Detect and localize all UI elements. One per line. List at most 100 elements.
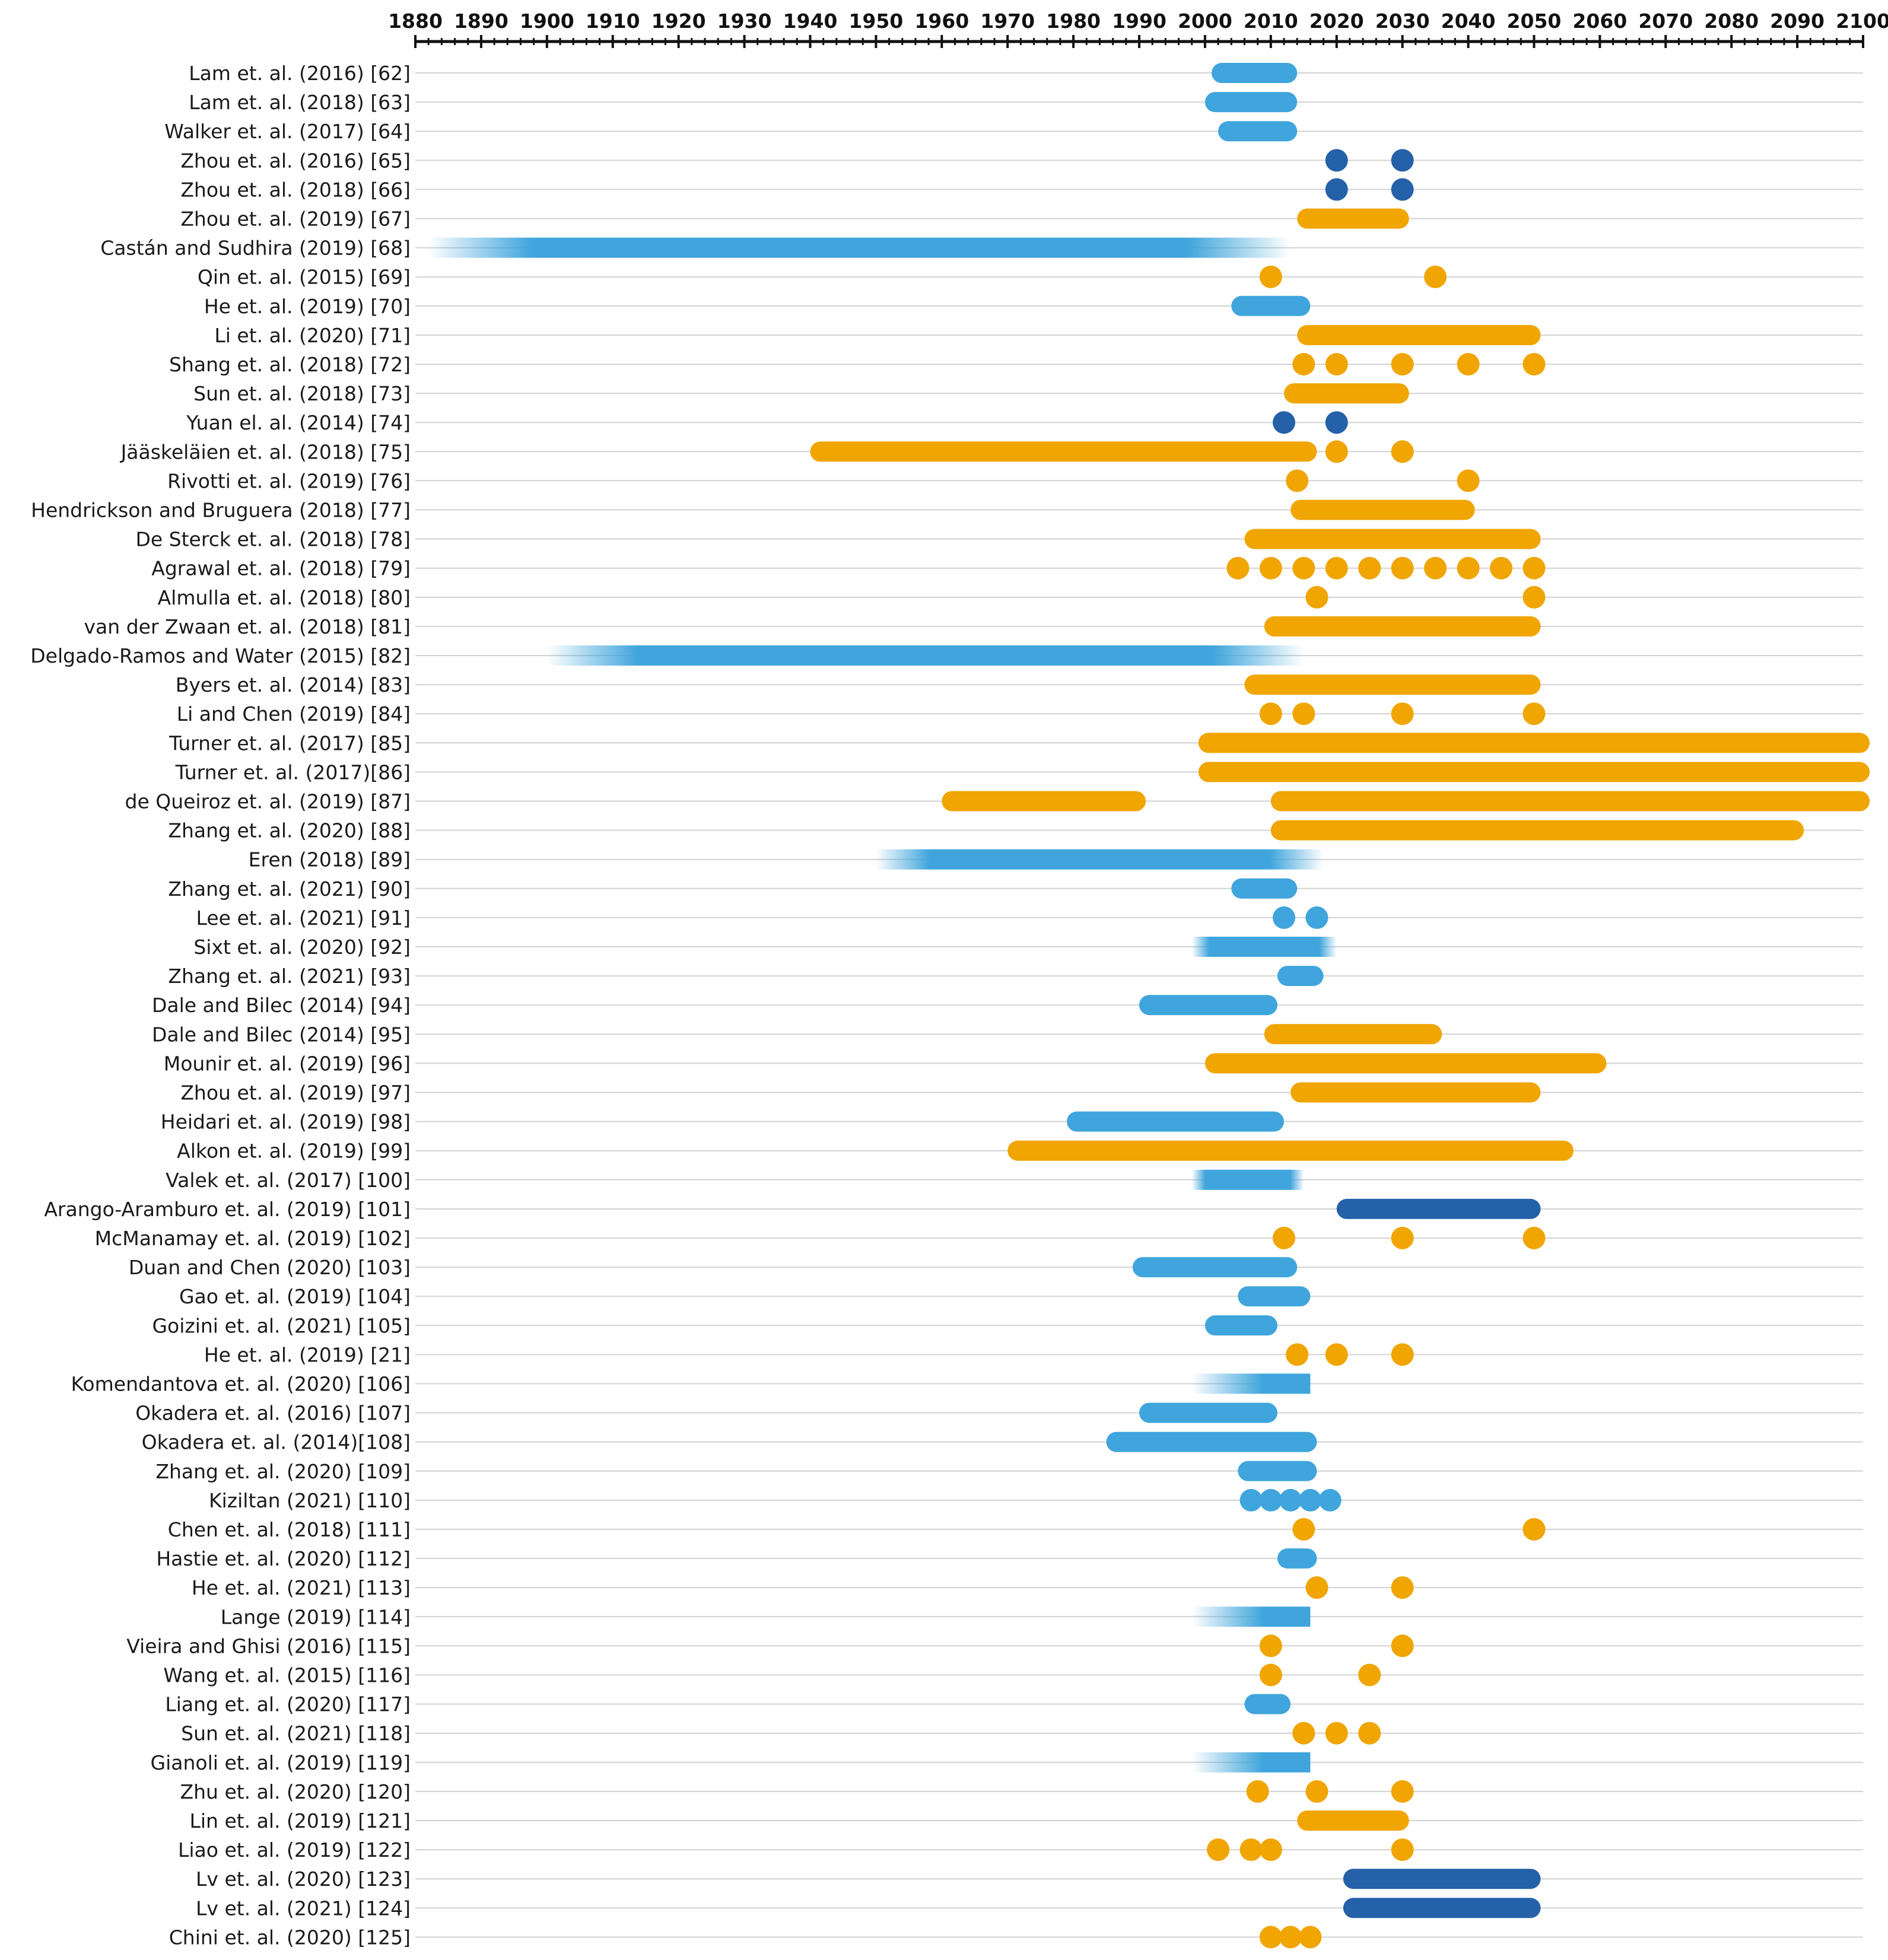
timeline-bar bbox=[1284, 383, 1409, 404]
timeline-dot bbox=[1523, 1518, 1546, 1541]
row-label: Lee et. al. (2021) [91] bbox=[196, 906, 411, 930]
row-label: Duan and Chen (2020) [103] bbox=[129, 1256, 411, 1279]
timeline-dot bbox=[1391, 1838, 1414, 1862]
row-label: Alkon et. al. (2019) [99] bbox=[177, 1140, 411, 1163]
timeline-dot bbox=[1325, 178, 1348, 201]
timeline-dot bbox=[1325, 353, 1348, 376]
timeline-dot bbox=[1391, 1576, 1414, 1599]
x-tick-label: 1890 bbox=[454, 9, 508, 33]
row-label: Shang et. al. (2018) [72] bbox=[169, 353, 411, 376]
timeline-bar bbox=[1191, 1606, 1311, 1627]
timeline-dot bbox=[1391, 1634, 1414, 1657]
row-label: Wang et. al. (2015) [116] bbox=[163, 1664, 411, 1687]
timeline-dot bbox=[1305, 1576, 1328, 1599]
x-tick-label: 1880 bbox=[388, 9, 443, 33]
timeline-bar bbox=[1343, 1898, 1541, 1918]
row-label: Delgado-Ramos and Water (2015) [82] bbox=[30, 644, 411, 667]
timeline-bar bbox=[1336, 1198, 1541, 1219]
timeline-dot bbox=[1299, 1926, 1322, 1949]
x-tick-label: 1980 bbox=[1046, 9, 1101, 33]
timeline-dot bbox=[1391, 1343, 1414, 1366]
timeline-bar bbox=[1191, 1752, 1311, 1773]
timeline-bar bbox=[428, 237, 1291, 258]
row-label: Almulla et. al. (2018) [80] bbox=[158, 586, 411, 609]
row-label: Liang et. al. (2020) [117] bbox=[165, 1693, 411, 1716]
row-label: Valek et. al. (2017) [100] bbox=[166, 1169, 411, 1192]
timeline-dot bbox=[1239, 1488, 1263, 1512]
row-label: Turner et. al. (2017) [85] bbox=[169, 731, 411, 755]
row-label: He et. al. (2021) [113] bbox=[192, 1576, 411, 1599]
timeline-dot bbox=[1299, 1488, 1322, 1512]
timeline-dot bbox=[1273, 1227, 1295, 1249]
row-label: Sun et. al. (2018) [73] bbox=[193, 382, 411, 405]
timeline-dot bbox=[1391, 178, 1414, 201]
x-tick-label: 1930 bbox=[717, 9, 772, 33]
row-label: Zhou et. al. (2018) [66] bbox=[180, 178, 411, 201]
timeline-bar bbox=[1264, 616, 1541, 637]
timeline-bar bbox=[1198, 733, 1870, 753]
timeline-dot bbox=[1490, 556, 1512, 580]
x-tick-label: 1960 bbox=[914, 9, 969, 33]
row-label: Chini et. al. (2020) [125] bbox=[169, 1926, 411, 1949]
x-tick-label: 2030 bbox=[1375, 9, 1430, 33]
timeline-bar bbox=[1297, 324, 1541, 345]
timeline-bar bbox=[1132, 1257, 1298, 1278]
row-label: Zhang et. al. (2021) [90] bbox=[168, 877, 411, 901]
timeline-dot bbox=[1292, 702, 1315, 726]
timeline-dot bbox=[1226, 556, 1250, 580]
timeline-bar bbox=[1244, 1694, 1291, 1714]
row-label: Zhou et. al. (2019) [67] bbox=[180, 208, 411, 231]
timeline-dot bbox=[1259, 1634, 1282, 1657]
timeline-bar bbox=[1139, 995, 1277, 1016]
row-label: Vieira and Ghisi (2016) [115] bbox=[126, 1634, 411, 1657]
timeline-bar bbox=[1191, 937, 1337, 957]
timeline-dot bbox=[1273, 906, 1295, 929]
row-label: Sun et. al. (2021) [118] bbox=[181, 1722, 411, 1745]
row-label: Zhang et. al. (2021) [93] bbox=[168, 965, 411, 988]
x-tick-label: 1900 bbox=[520, 9, 574, 33]
row-label: Lin et. al. (2019) [121] bbox=[189, 1809, 411, 1832]
timeline-dot bbox=[1259, 1838, 1282, 1862]
timeline-dot bbox=[1292, 556, 1315, 580]
timeline-bar bbox=[1106, 1431, 1317, 1452]
timeline-dot bbox=[1259, 556, 1282, 580]
row-label: McManamay et. al. (2019) [102] bbox=[95, 1227, 411, 1250]
timeline-bar bbox=[1277, 966, 1324, 987]
timeline-dot bbox=[1292, 1518, 1315, 1541]
x-tick-label: 2070 bbox=[1638, 9, 1693, 33]
row-label: Hendrickson and Bruguera (2018) [77] bbox=[31, 499, 411, 522]
timeline-dot bbox=[1305, 906, 1328, 929]
row-label: Qin et. al. (2015) [69] bbox=[198, 266, 411, 289]
row-label: Hastie et. al. (2020) [112] bbox=[156, 1547, 411, 1570]
row-label: de Queiroz et. al. (2019) [87] bbox=[125, 790, 411, 813]
timeline-bar bbox=[1238, 1286, 1311, 1307]
row-label: Walker et. al. (2017) [64] bbox=[164, 120, 411, 143]
timeline-bar bbox=[1244, 674, 1541, 695]
timeline-dot bbox=[1292, 1722, 1315, 1745]
row-label: Li and Chen (2019) [84] bbox=[177, 702, 411, 726]
row-label: Turner et. al. (2017)[86] bbox=[175, 761, 411, 784]
timeline-bar bbox=[1291, 499, 1475, 520]
timeline-bar bbox=[1139, 1402, 1277, 1423]
timeline-bar bbox=[1204, 1315, 1277, 1336]
timeline-bar bbox=[1191, 1373, 1311, 1394]
x-tick-label: 2100 bbox=[1836, 9, 1888, 33]
row-label: Zhu et. al. (2020) [120] bbox=[180, 1780, 411, 1803]
timeline-dot bbox=[1305, 586, 1328, 609]
timeline-dot bbox=[1424, 265, 1447, 288]
x-tick-label: 1910 bbox=[586, 9, 640, 33]
x-tick-label: 1990 bbox=[1112, 9, 1167, 33]
timeline-dot bbox=[1207, 1838, 1230, 1862]
row-label: Lange (2019) [114] bbox=[221, 1605, 411, 1628]
row-label: Gao et. al. (2019) [104] bbox=[179, 1285, 411, 1308]
timeline-dot bbox=[1391, 353, 1414, 376]
row-label: He et. al. (2019) [21] bbox=[204, 1343, 411, 1366]
x-tick-label: 2020 bbox=[1309, 9, 1364, 33]
timeline-dot bbox=[1457, 353, 1480, 376]
row-label: Li et. al. (2020) [71] bbox=[214, 324, 411, 347]
data-marks bbox=[428, 63, 1870, 1949]
x-tick-label: 2080 bbox=[1704, 9, 1759, 33]
timeline-dot bbox=[1325, 149, 1348, 172]
timeline-bar bbox=[1277, 1548, 1317, 1569]
